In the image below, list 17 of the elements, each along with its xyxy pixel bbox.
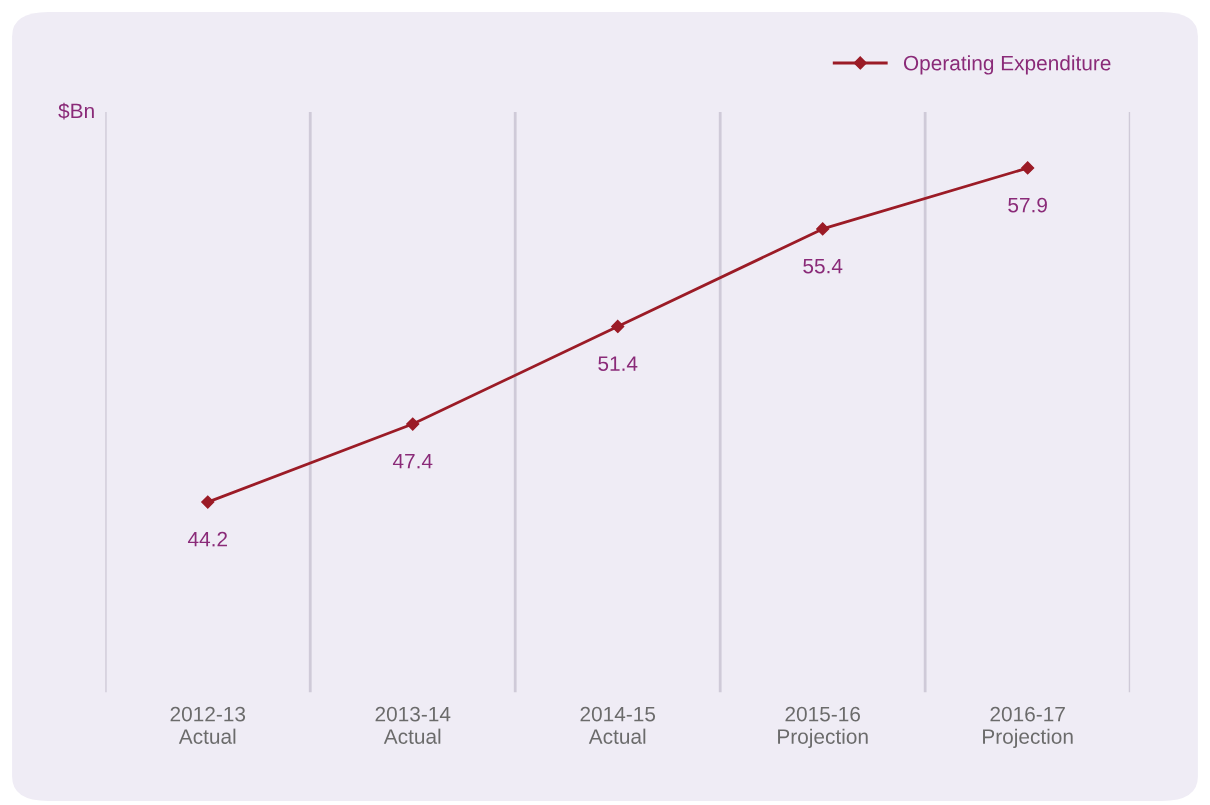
data-label: 44.2 [187,531,227,547]
x-tick-label: 2014-15 Actual [580,706,656,744]
data-label: 47.4 [392,453,433,469]
data-label: 55.4 [803,258,843,274]
point [816,222,830,236]
x-tick-label: 2015-16 Projection [778,706,868,749]
point [406,417,420,431]
point [1021,161,1035,175]
y-axis-title: $Bn [58,102,94,120]
x-tick-label: 2013-14 Actual [375,706,451,744]
point [201,495,215,509]
point [611,319,625,334]
x-tick-label: 2012-13 Actual [170,706,246,744]
legend-label: Operating Expenditure [903,55,1111,75]
x-tick-label: 2016-17 Projection [983,706,1073,749]
data-label: 57.9 [1008,197,1047,213]
data-label: 51.4 [598,356,638,371]
